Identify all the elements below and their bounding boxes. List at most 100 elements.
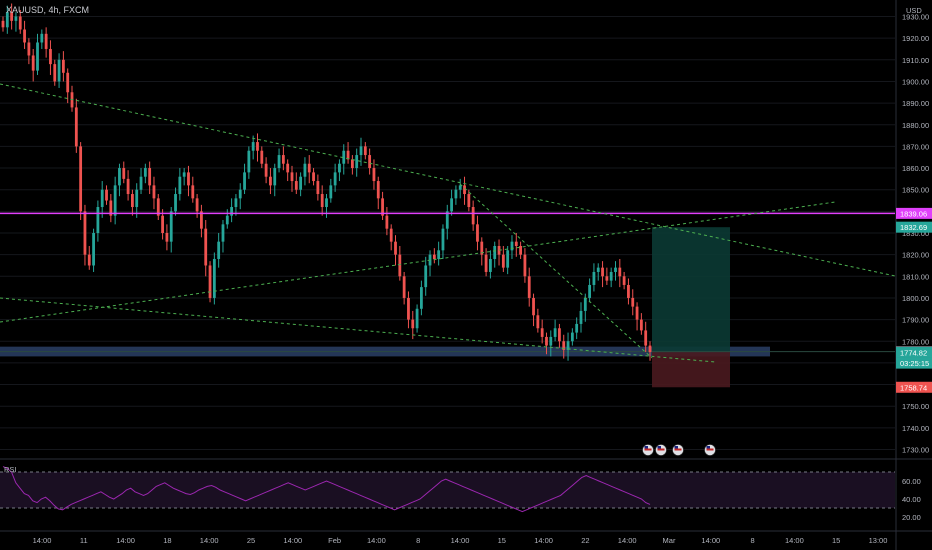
candle [622,271,626,290]
candle-body [523,254,527,277]
candle-body [579,310,583,324]
candle [549,330,553,357]
candle [36,33,39,75]
price-tag[interactable]: 1774.82 [896,346,932,358]
candle [519,241,522,259]
take-profit-zone[interactable] [652,227,730,353]
candle [100,181,104,218]
candle [66,68,70,104]
candle-body [312,172,315,182]
time-tick-label: 14:00 [701,536,720,545]
time-tick-label: 14:00 [283,536,302,545]
candle [200,204,203,238]
price-tag-label: 1774.82 [900,348,927,357]
candle [243,163,246,195]
price-tag[interactable]: 03:25:15 [896,357,932,369]
price-tag[interactable]: 1832.69 [896,221,932,233]
candle-body [432,254,436,259]
candle [230,198,234,223]
candle [506,245,510,275]
candle-body [79,146,83,212]
economic-event-flag-icon[interactable] [642,444,654,456]
candle [44,27,48,58]
candle [471,200,475,231]
candle-body [264,163,268,177]
candle [126,170,130,201]
candle-body [501,254,505,268]
price-tick-label: 1930.00 [902,13,929,22]
price-tag[interactable]: 1839.06 [896,207,932,219]
candle [419,280,423,316]
candle [540,319,544,344]
candle [523,248,527,283]
time-tick-label: Feb [328,536,341,545]
candle-body [273,168,277,186]
candle-body [566,341,570,350]
candle-body [631,297,635,307]
candle-body [320,194,324,208]
symbol-label[interactable]: XAUUSD, 4h, FXCM [6,5,89,15]
candle-body [333,172,337,186]
candle [596,263,600,281]
candle [83,204,87,266]
candle [269,168,272,195]
time-tick-label: 8 [751,536,755,545]
candle-body [493,245,497,259]
candle-body [532,297,535,316]
candle [131,189,134,216]
channel-trendline[interactable] [459,183,653,359]
candle [18,10,22,34]
rsi-label[interactable]: RSI [4,465,17,474]
price-tag-label: 03:25:15 [900,359,929,368]
currency-label: USD [906,6,922,15]
candle [208,261,212,303]
time-tick-label: 14:00 [200,536,219,545]
candle-body [5,12,9,28]
price-axis[interactable]: 1930.00 1920.00 1910.00 1900.00 1890.00 1880.… [895,0,932,550]
candle-body [372,168,376,182]
candle-body [269,176,272,186]
economic-event-flag-icon[interactable] [655,444,667,456]
candle-body [411,319,415,329]
candle [135,183,139,218]
candle [424,256,428,296]
candle-body [61,59,65,73]
descending-trendline[interactable] [0,83,896,277]
grid-lines [0,16,895,450]
ascending-trendline[interactable] [0,201,836,323]
candle-body [161,215,164,233]
price-tick-label: 1800.00 [902,294,929,303]
candle-body [1,20,5,28]
candle-body [126,178,130,195]
time-axis[interactable]: 14:00 11 14:00 18 14:00 25 14:00 Feb 14:00 8 14:00… [0,530,932,545]
candle-body [489,258,492,272]
candle-body [23,29,26,43]
candle-body [191,185,195,199]
candle [342,144,346,175]
candle-body [27,42,31,56]
price-tag[interactable]: 1758.74 [896,381,932,393]
economic-event-flag-icon[interactable] [704,444,716,456]
time-tick-label: 18 [163,536,171,545]
candle [588,278,592,303]
candle-body [44,33,48,49]
candle-body [208,265,212,298]
candle-body [66,72,70,93]
price-tick-label: 1730.00 [902,446,929,455]
candle-body [575,323,579,333]
candle [277,148,281,173]
time-tick-label: 25 [247,536,255,545]
candle-body [639,319,643,331]
candle [156,194,160,221]
candle-body [234,198,238,208]
economic-event-flag-icon[interactable] [672,444,684,456]
candle [562,334,566,359]
candle [527,267,531,307]
candle-body [454,189,458,199]
candle [307,155,311,184]
trend-lines[interactable] [0,83,896,363]
candle [372,159,376,190]
event-markers[interactable] [642,444,716,456]
candle-body [527,276,531,298]
